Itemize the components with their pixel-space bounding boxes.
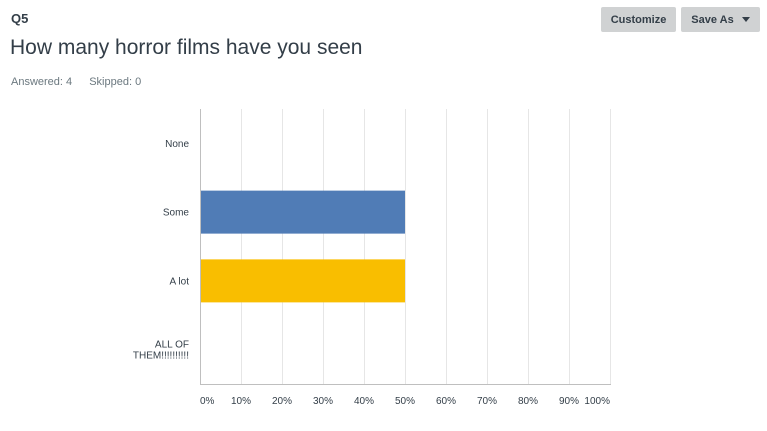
x-tick-label: 50% <box>395 396 415 407</box>
x-tick-label: 30% <box>313 396 333 407</box>
skipped-count: Skipped: 0 <box>89 76 142 88</box>
x-tick-label: 80% <box>518 396 538 407</box>
category-label: ALL OF THEM!!!!!!!!!! <box>133 340 189 362</box>
category-label: None <box>165 139 189 150</box>
x-tick-label: 90% <box>559 396 579 407</box>
customize-button-label: Customize <box>610 13 667 26</box>
x-tick-label: 10% <box>231 396 251 407</box>
question-title: How many horror films have you seen <box>10 36 363 59</box>
bar <box>200 259 405 303</box>
category-label: Some <box>163 208 190 219</box>
answered-count: Answered: 4 <box>11 76 73 88</box>
x-tick-label: 20% <box>272 396 292 407</box>
x-tick-label: 100% <box>584 396 610 407</box>
question-number: Q5 <box>11 11 29 26</box>
category-label: A lot <box>170 276 190 287</box>
chevron-down-icon <box>741 17 750 22</box>
x-tick-label: 40% <box>354 396 374 407</box>
response-stats: Answered: 4 Skipped: 0 <box>11 76 155 88</box>
save-as-button[interactable]: Save As <box>681 7 760 32</box>
bar <box>200 190 405 234</box>
save-as-button-label: Save As <box>691 13 734 26</box>
customize-button[interactable]: Customize <box>601 7 676 32</box>
x-tick-label: 60% <box>436 396 456 407</box>
x-tick-label: 70% <box>477 396 497 407</box>
x-tick-label: 0% <box>200 396 215 407</box>
